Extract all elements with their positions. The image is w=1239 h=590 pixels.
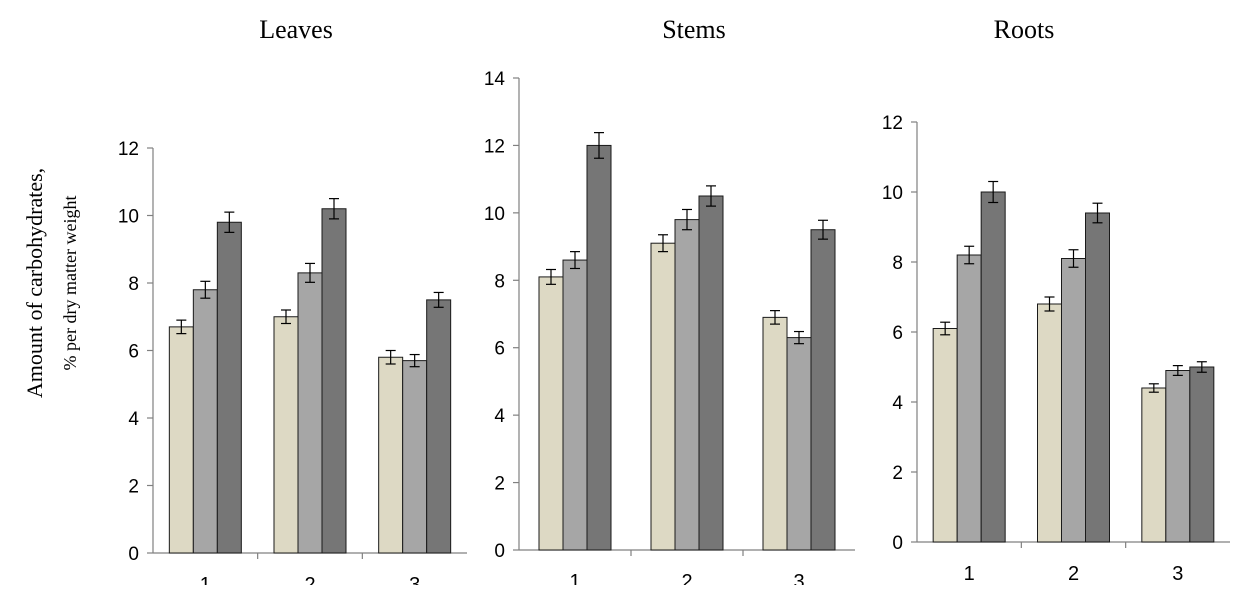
y-tick-label: 4: [128, 409, 139, 430]
bar: [698, 195, 724, 551]
y-tick-label: 4: [494, 406, 505, 427]
bar: [674, 219, 700, 551]
x-tick-label: 1: [200, 574, 211, 585]
bar: [378, 356, 404, 554]
bar: [980, 191, 1006, 543]
y-tick-label: 14: [484, 69, 506, 90]
y-tick-label: 8: [494, 271, 505, 292]
y-tick-label: 8: [128, 274, 139, 295]
y-tick-label: 2: [128, 477, 139, 498]
bar: [1189, 366, 1215, 543]
bar: [426, 299, 452, 554]
x-tick-label: 2: [304, 574, 315, 585]
bar: [402, 360, 428, 554]
bar: [1037, 303, 1062, 543]
panel-title: Leaves: [259, 15, 333, 44]
bar: [297, 272, 323, 554]
bar: [650, 242, 676, 551]
x-tick-label: 1: [569, 571, 580, 585]
y-tick-label: 10: [882, 183, 903, 204]
y-tick-label: 0: [128, 544, 139, 565]
y-tick-label: 6: [494, 339, 505, 360]
y-tick-label: 2: [892, 463, 903, 484]
bar: [168, 326, 194, 554]
bar: [273, 316, 299, 554]
bar: [1141, 387, 1167, 543]
bar: [810, 229, 836, 551]
bar: [956, 254, 982, 543]
panel-title: Stems: [662, 15, 726, 44]
y-tick-label: 8: [892, 253, 903, 274]
y-tick-label: 12: [484, 136, 505, 157]
y-tick-label: 10: [118, 207, 139, 228]
x-tick-label: 3: [793, 571, 804, 585]
bar-group: [168, 198, 452, 554]
y-tick-label: 0: [892, 533, 903, 554]
x-tick-label: 2: [1068, 563, 1079, 585]
y-axis-label-line1: Amount of carbohydrates,: [22, 168, 47, 398]
x-tick-label: 1: [964, 563, 975, 585]
bar-group: [538, 132, 836, 551]
bar: [1165, 370, 1191, 543]
bar: [1061, 258, 1086, 543]
bar-group: [932, 180, 1215, 543]
y-axis-label: Amount of carbohydrates, % per dry matte…: [22, 168, 80, 398]
bar: [932, 328, 958, 543]
bar: [538, 276, 564, 551]
y-tick-label: 2: [494, 474, 505, 495]
bar: [192, 289, 218, 554]
y-axis-label-line2: % per dry matter weight: [60, 196, 80, 371]
bar: [321, 208, 347, 554]
bar: [762, 316, 788, 551]
panel-title: Roots: [994, 15, 1055, 44]
y-tick-label: 10: [484, 204, 505, 225]
x-tick-label: 2: [681, 571, 692, 585]
bar: [562, 259, 588, 551]
bar: [586, 144, 612, 551]
bar: [1085, 212, 1110, 543]
y-tick-label: 4: [892, 393, 903, 414]
x-tick-label: 3: [1172, 563, 1183, 585]
x-tick-label: 3: [409, 574, 420, 585]
y-tick-label: 0: [494, 541, 505, 562]
y-tick-label: 6: [128, 342, 139, 363]
y-tick-label: 12: [118, 139, 139, 160]
y-tick-label: 12: [882, 113, 903, 134]
y-tick-label: 6: [892, 323, 903, 344]
bar: [786, 337, 812, 551]
bar: [216, 221, 242, 554]
